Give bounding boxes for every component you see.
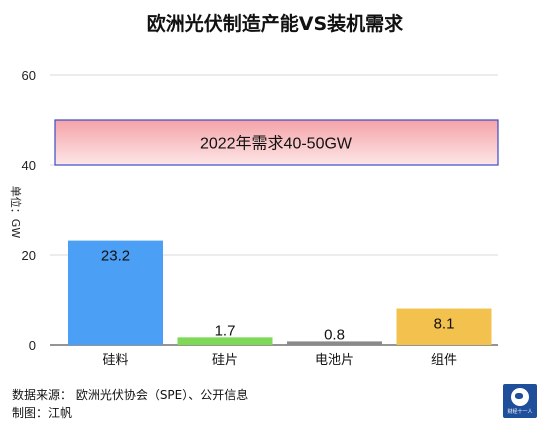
bar-2 [287,341,382,345]
bar-1 [177,337,273,345]
data-label-2: 0.8 [324,326,345,343]
y-tick-label: 20 [22,248,36,263]
y-axis-ticks: 0 20 40 60 [22,68,36,353]
data-label-3: 8.1 [434,316,455,333]
x-axis-categories: 硅料 硅片 电池片 组件 [102,353,457,368]
category-label-1: 硅片 [212,353,238,368]
data-labels: 23.2 1.7 0.8 8.1 [101,248,455,344]
chart-title: 欧洲光伏制造产能VS装机需求 [147,12,404,35]
category-label-3: 组件 [431,353,457,368]
demand-band [54,119,499,166]
bar-3 [396,308,492,345]
y-tick-label: 0 [29,338,36,353]
y-axis-label: 单位：GW [9,186,23,239]
footer-source: 数据来源： 欧洲光伏协会（SPE）、公开信息 [12,388,249,402]
bar-0 [68,240,163,345]
logo-text: 财经十一人 [507,409,533,415]
globe-icon [511,388,529,406]
publisher-logo: 财经十一人 [503,384,537,418]
demand-annotation-text: 2022年需求40-50GW [200,135,353,153]
y-tick-label: 40 [22,158,36,173]
category-label-0: 硅料 [102,353,128,368]
category-label-2: 电池片 [315,353,354,368]
data-label-0: 23.2 [101,248,130,265]
demand-annotation: 2022年需求40-50GW [54,119,499,166]
bars [68,240,492,345]
footer-author: 制图：江帆 [12,406,73,420]
y-tick-label: 60 [22,68,36,83]
data-label-1: 1.7 [215,322,236,339]
